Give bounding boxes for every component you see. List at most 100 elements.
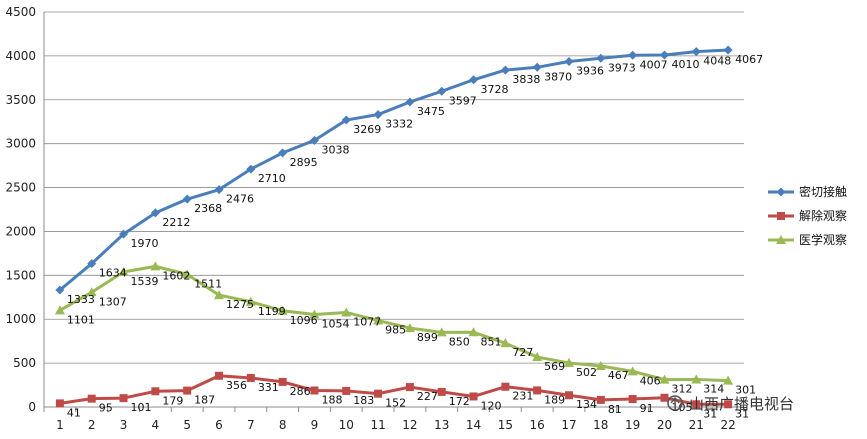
- data-point-medical-observation: [468, 327, 479, 337]
- legend-label: 解除观察: [799, 208, 847, 223]
- data-label-close-contact: 2212: [162, 216, 190, 229]
- y-tick-label: 4500: [5, 5, 36, 19]
- x-tick-label: 18: [593, 418, 608, 432]
- x-tick-label: 10: [339, 418, 354, 432]
- data-label-close-contact: 2710: [258, 172, 286, 185]
- data-point-released: [565, 391, 573, 400]
- data-point-medical-observation: [595, 361, 606, 371]
- data-point-medical-observation: [150, 261, 161, 271]
- data-point-released: [501, 382, 510, 391]
- data-label-medical-observation: 312: [671, 383, 692, 396]
- data-point-medical-observation: [532, 352, 543, 362]
- x-tick-label: 12: [402, 418, 417, 432]
- y-tick-label: 4000: [5, 49, 36, 63]
- data-point-released: [469, 392, 478, 401]
- x-tick-label: 20: [657, 418, 672, 432]
- legend-item-medical-observation: 医学观察: [768, 232, 847, 247]
- data-label-medical-observation: 1511: [194, 277, 222, 290]
- legend-marker: [777, 212, 785, 220]
- data-label-close-contact: 3332: [385, 118, 413, 131]
- data-label-released: 152: [385, 397, 406, 410]
- data-label-close-contact: 3269: [353, 123, 381, 136]
- y-tick-label: 3500: [5, 93, 36, 107]
- data-point-released: [533, 386, 542, 395]
- data-point-medical-observation: [564, 357, 574, 367]
- data-point-medical-observation: [277, 305, 288, 315]
- data-point-medical-observation: [182, 269, 193, 279]
- series-line-close-contact: [58, 48, 729, 292]
- legend-label: 医学观察: [799, 232, 847, 247]
- data-point-released: [692, 400, 701, 409]
- data-label-close-contact: 3728: [481, 83, 509, 96]
- data-point-released: [374, 389, 383, 398]
- data-label-close-contact: 3038: [321, 143, 349, 156]
- data-point-close-contact: [628, 50, 638, 60]
- data-point-medical-observation: [691, 374, 702, 384]
- data-point-medical-observation: [659, 374, 670, 384]
- data-point-close-contact: [532, 62, 542, 72]
- broadcast-logo-icon: [667, 395, 683, 411]
- data-label-medical-observation: 851: [481, 335, 502, 348]
- data-point-close-contact: [150, 208, 160, 218]
- data-label-close-contact: 3597: [449, 94, 477, 107]
- data-point-medical-observation: [86, 287, 97, 297]
- x-tick-label: 13: [434, 418, 449, 432]
- data-point-medical-observation: [341, 307, 352, 317]
- data-point-released: [183, 386, 192, 395]
- data-point-close-contact: [278, 148, 288, 158]
- data-label-released: 172: [449, 395, 470, 408]
- data-point-close-contact: [659, 50, 669, 60]
- x-tick-label: 11: [370, 418, 385, 432]
- data-point-close-contact: [373, 110, 383, 120]
- x-tick-label: 17: [561, 418, 576, 432]
- x-tick-label: 22: [720, 418, 735, 432]
- data-point-released: [310, 386, 319, 395]
- data-label-close-contact: 3475: [417, 105, 445, 118]
- x-tick-label: 5: [183, 418, 191, 432]
- legend-marker: [776, 235, 786, 244]
- legend-marker: [776, 187, 786, 197]
- series-line-released: [59, 374, 729, 406]
- y-tick-label: 2500: [5, 181, 36, 195]
- data-label-released: 183: [353, 394, 374, 407]
- data-label-released: 31: [735, 407, 749, 420]
- x-tick-label: 16: [530, 418, 545, 432]
- data-point-released: [87, 394, 96, 403]
- data-label-close-contact: 2368: [194, 202, 222, 215]
- data-label-released: 356: [226, 379, 247, 392]
- data-point-released: [628, 395, 637, 404]
- data-point-released: [405, 383, 414, 392]
- data-point-medical-observation: [627, 366, 638, 376]
- data-point-close-contact: [182, 194, 192, 204]
- data-label-medical-observation: 1307: [99, 295, 127, 308]
- data-label-medical-observation: 467: [608, 369, 629, 382]
- data-label-medical-observation: 1101: [67, 313, 95, 326]
- data-point-close-contact: [564, 57, 574, 67]
- data-point-medical-observation: [214, 290, 224, 300]
- data-label-released: 227: [417, 390, 438, 403]
- data-label-released: 231: [512, 390, 533, 403]
- data-label-medical-observation: 1077: [353, 315, 381, 328]
- x-tick-label: 6: [215, 418, 223, 432]
- x-tick-label: 4: [152, 418, 160, 432]
- x-tick-label: 9: [311, 418, 319, 432]
- data-point-medical-observation: [723, 375, 734, 385]
- y-tick-label: 1000: [5, 312, 36, 326]
- data-point-close-contact: [119, 229, 129, 239]
- legend-item-close-contact: 密切接触: [768, 184, 847, 199]
- x-tick-label: 2: [88, 418, 96, 432]
- legend-label: 密切接触: [799, 184, 847, 199]
- data-label-released: 286: [290, 385, 311, 398]
- data-label-released: 31: [703, 407, 717, 420]
- data-label-close-contact: 4007: [640, 58, 668, 71]
- y-tick-label: 2000: [5, 224, 36, 238]
- data-label-medical-observation: 1539: [131, 275, 159, 288]
- data-label-close-contact: 4010: [671, 58, 699, 71]
- data-label-released: 95: [99, 402, 113, 415]
- data-point-close-contact: [405, 97, 415, 107]
- data-label-released: 101: [131, 401, 152, 414]
- watermark-text: 山西广播电视台: [689, 395, 794, 413]
- data-label-medical-observation: 985: [385, 324, 406, 337]
